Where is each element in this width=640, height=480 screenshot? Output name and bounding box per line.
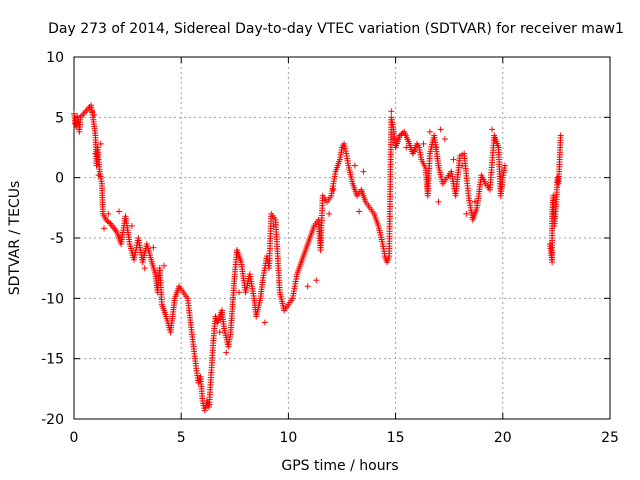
data-point xyxy=(441,136,448,143)
data-point xyxy=(74,113,81,120)
data-point xyxy=(106,219,113,226)
data-point xyxy=(557,132,564,139)
data-point xyxy=(77,123,84,130)
data-point xyxy=(216,329,223,336)
data-point xyxy=(116,208,123,215)
data-point xyxy=(150,244,157,251)
y-tick-label: -5 xyxy=(50,231,64,247)
data-point xyxy=(313,277,320,284)
chart-title: Day 273 of 2014, Sidereal Day-to-day VTE… xyxy=(48,21,624,37)
x-tick-label: 20 xyxy=(494,430,512,446)
x-tick-label: 25 xyxy=(601,430,619,446)
x-tick-label: 15 xyxy=(387,430,405,446)
data-point xyxy=(330,186,337,193)
data-point xyxy=(420,140,427,147)
data-point xyxy=(270,222,277,229)
y-tick-label: -15 xyxy=(41,352,64,368)
data-point xyxy=(97,140,104,147)
data-point xyxy=(501,162,508,169)
data-point xyxy=(91,111,98,118)
data-point xyxy=(95,172,102,179)
grid-lines xyxy=(74,57,610,419)
data-point xyxy=(105,210,112,217)
data-point xyxy=(463,210,470,217)
data-point xyxy=(304,283,311,290)
data-point xyxy=(92,150,99,157)
data-point xyxy=(261,319,268,326)
y-tick-label: 5 xyxy=(55,110,64,126)
data-point xyxy=(360,168,367,175)
data-point xyxy=(101,225,108,232)
data-point xyxy=(459,162,466,169)
data-point xyxy=(435,198,442,205)
y-tick-label: 10 xyxy=(46,50,64,66)
data-point xyxy=(426,128,433,135)
y-tick-label: 0 xyxy=(55,171,64,187)
y-axis-label: SDTVAR / TECUs xyxy=(7,181,23,296)
data-point xyxy=(388,108,395,115)
data-point xyxy=(450,156,457,163)
data-point xyxy=(356,208,363,215)
data-point xyxy=(403,144,410,151)
data-point xyxy=(89,108,96,115)
data-point xyxy=(141,265,148,272)
x-tick-label: 0 xyxy=(70,430,79,446)
data-point xyxy=(437,126,444,133)
data-point xyxy=(411,148,418,155)
data-point xyxy=(72,120,79,127)
x-tick-label: 5 xyxy=(177,430,186,446)
data-point xyxy=(223,349,230,356)
x-tick-label: 10 xyxy=(279,430,297,446)
data-point xyxy=(128,222,135,229)
data-point xyxy=(236,289,243,296)
data-point xyxy=(326,210,333,217)
data-point xyxy=(471,198,478,205)
data-point xyxy=(433,144,440,151)
data-point xyxy=(489,126,496,133)
y-tick-label: -10 xyxy=(41,291,64,307)
data-points xyxy=(71,102,564,414)
y-tick-label: -20 xyxy=(41,412,64,428)
axis-ticks: 0 5 10 15 20 25 -20 -15 -10 -5 0 5 10 xyxy=(41,50,619,446)
x-axis-label: GPS time / hours xyxy=(281,458,398,474)
data-point xyxy=(351,162,358,169)
data-point xyxy=(161,262,168,269)
